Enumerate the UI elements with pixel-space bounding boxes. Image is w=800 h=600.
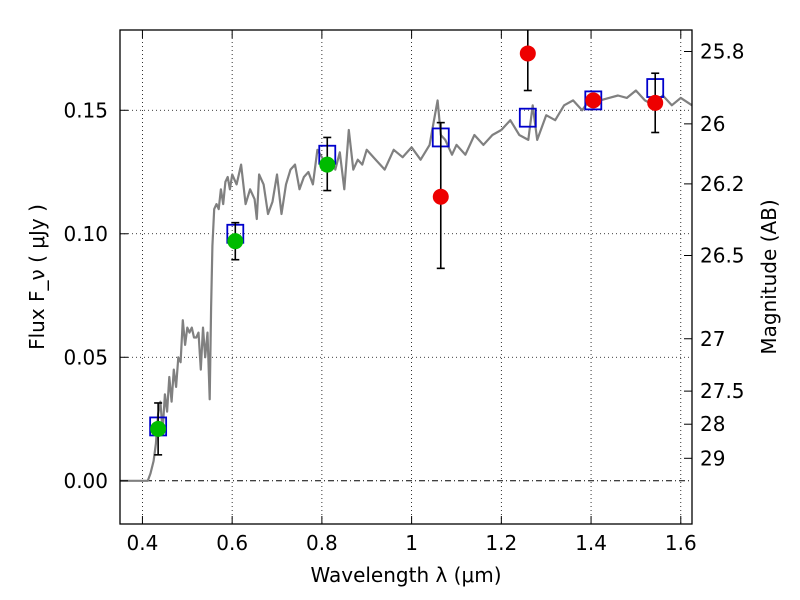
x-tick-label: 1 bbox=[405, 531, 418, 555]
data-point bbox=[227, 233, 244, 250]
x-tick-label: 0.6 bbox=[216, 531, 248, 555]
right-tick-label: 26.2 bbox=[700, 172, 745, 196]
observed-photometry bbox=[150, 30, 664, 456]
spectrum-line bbox=[120, 89, 693, 482]
grid bbox=[120, 30, 692, 524]
data-point bbox=[647, 94, 664, 111]
plot-frame bbox=[119, 29, 693, 525]
y-tick-label: 0.10 bbox=[63, 222, 108, 246]
right-tick-label: 27.5 bbox=[700, 379, 745, 403]
right-tick-label: 26 bbox=[700, 112, 725, 136]
x-tick-label: 0.4 bbox=[127, 531, 159, 555]
y-tick-label: 0.00 bbox=[63, 469, 108, 493]
x-tick-label: 1.2 bbox=[485, 531, 517, 555]
right-tick-label: 25.8 bbox=[700, 39, 745, 63]
right-tick-label: 27 bbox=[700, 327, 725, 351]
model-spectrum bbox=[120, 89, 693, 482]
y-tick-label: 0.05 bbox=[63, 345, 108, 369]
right-tick-label: 28 bbox=[700, 412, 725, 436]
x-tick-label: 1.6 bbox=[665, 531, 697, 555]
x-axis-title: Wavelength λ (μm) bbox=[310, 563, 501, 587]
data-point bbox=[319, 156, 336, 173]
y-tick-label: 0.15 bbox=[63, 98, 108, 122]
x-tick-label: 0.8 bbox=[306, 531, 338, 555]
data-point bbox=[519, 45, 536, 62]
right-tick-label: 26.5 bbox=[700, 244, 745, 268]
x-tick-label: 1.4 bbox=[575, 531, 607, 555]
data-point bbox=[150, 420, 167, 437]
y-axis-title: Flux F_ν ( μJy ) bbox=[25, 204, 49, 350]
data-point bbox=[585, 92, 602, 109]
axis-ticks: 0.4 0.6 0.8 1 1.2 1.4 1.6 0.00 0.05 0.10 0.15 25.8 2… bbox=[63, 30, 745, 555]
model-photometry bbox=[149, 78, 665, 437]
model-box bbox=[518, 107, 537, 128]
right-axis-title: Magnitude (AB) bbox=[757, 199, 781, 354]
data-point bbox=[432, 188, 449, 205]
right-tick-label: 29 bbox=[700, 446, 725, 470]
